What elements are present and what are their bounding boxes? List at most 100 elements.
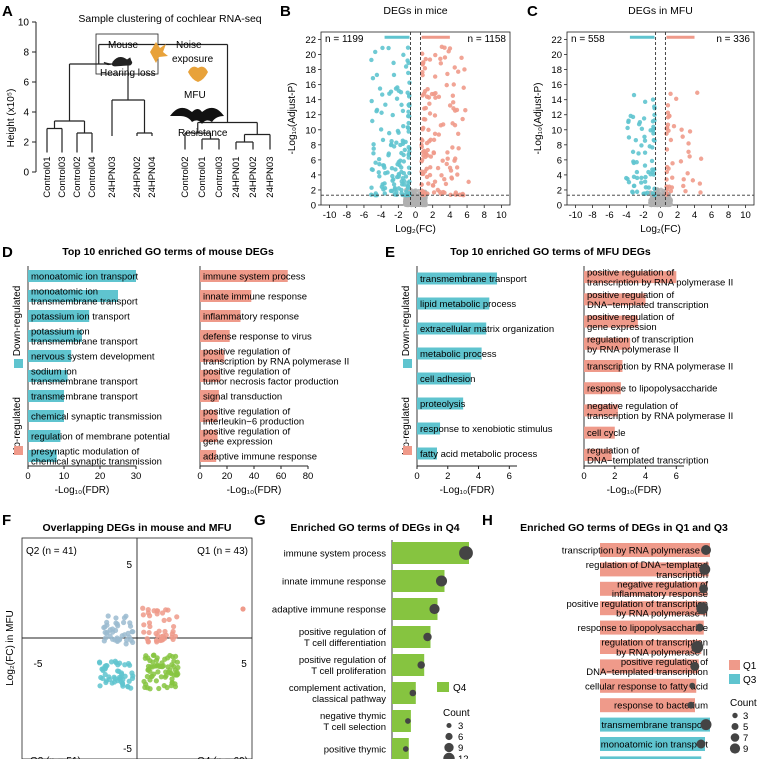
go-q4-label: negative thymic T cell selection	[320, 711, 386, 733]
panel-a-leaves: Control01 Control03 Control02 Control04 24HP…	[42, 157, 276, 198]
point-q3	[129, 670, 135, 676]
go-down-bar	[28, 370, 68, 382]
point-q4	[153, 678, 159, 684]
point-down	[652, 112, 657, 118]
go-down-bar	[417, 397, 464, 410]
dendrogram-leaf-label: Control02	[180, 157, 191, 198]
resistance-bat-icon	[170, 107, 224, 124]
point-down	[406, 129, 411, 134]
point-down	[391, 72, 397, 78]
volcano-xtick-label: -6	[360, 210, 368, 221]
panel-a-title: Sample clustering of cochlear RNA-seq	[78, 13, 261, 25]
go-down-bar-label: potassium ion transmembrane transport	[31, 327, 138, 348]
volcano-n-down: n = 1199	[325, 34, 364, 45]
volcano-ytick-label: 12	[305, 110, 316, 121]
overlap-tick-xneg: -5	[34, 659, 43, 670]
go-q4-count-dot	[402, 746, 409, 752]
point-q4	[149, 673, 155, 679]
point-q4	[161, 683, 167, 689]
volcano-ytick-label: 22	[551, 35, 562, 46]
go-down-bar-label: response to xenobiotic stimulus	[420, 424, 553, 435]
point-up	[433, 95, 438, 100]
point-up	[425, 86, 430, 92]
go-q1q3-legend-q3: Q3	[743, 675, 757, 686]
point-up	[668, 137, 674, 143]
panel-label-g: G	[254, 512, 266, 529]
point-down	[406, 70, 411, 76]
panel-label-c: C	[527, 3, 538, 20]
point-down	[646, 169, 651, 175]
go-down-bar	[417, 447, 437, 460]
go-q4-bar	[392, 542, 469, 564]
point-q4	[162, 674, 168, 680]
point-down	[391, 60, 396, 66]
go-q1q3-count-dot	[700, 719, 712, 731]
point-down	[651, 124, 656, 130]
point-q2	[104, 619, 110, 625]
point-up	[420, 60, 426, 66]
point-q4	[156, 685, 162, 692]
point-down	[643, 174, 648, 180]
point-q3	[108, 659, 115, 665]
panel-a-yticks: 0 2 4 6 8 10	[18, 18, 36, 179]
volcano-points	[369, 35, 471, 208]
go-down-xlabel: -Log₁₀(FDR)	[55, 485, 110, 496]
go-up-xlabel: -Log₁₀(FDR)	[227, 485, 282, 496]
point-ns	[413, 201, 419, 206]
point-down	[626, 179, 632, 185]
point-down	[642, 138, 648, 143]
point-down	[380, 45, 385, 51]
go-up-tick-label: 0	[581, 471, 586, 482]
point-down	[369, 57, 374, 63]
go-down-bar-label: presynaptic modulation of chemical synapt…	[31, 447, 162, 468]
point-up	[665, 103, 671, 108]
point-up	[456, 69, 461, 74]
point-q4	[147, 686, 153, 692]
volcano-ytick-label: 16	[305, 80, 316, 91]
volcano-xtick-label: 10	[496, 210, 507, 221]
volcano-xtick-label: -4	[622, 210, 630, 221]
point-down	[393, 167, 398, 172]
go-q4-bar	[392, 654, 425, 676]
volcano-ytick-label: 6	[311, 155, 316, 166]
go-up-tick-label: 80	[303, 471, 314, 482]
go-up-bar	[584, 426, 615, 439]
go-down-bar	[28, 450, 57, 462]
point-down	[390, 178, 395, 183]
dendrogram-branch	[111, 100, 153, 136]
point-up	[426, 181, 431, 186]
point-down	[636, 151, 641, 156]
overlap-q3: Q3 (n = 51)	[30, 756, 81, 759]
go-up-bar	[200, 290, 252, 302]
point-q3	[99, 675, 106, 682]
point-down	[624, 175, 629, 181]
point-q2	[105, 613, 111, 619]
volcano-xtick-label: 6	[464, 210, 469, 221]
point-q3	[128, 685, 134, 691]
go-q1q3-bar	[600, 581, 708, 596]
panel-a-legend-resistance: Resistance	[178, 128, 228, 139]
go-up-bar-label: positive regulation of DNA−templated tran…	[587, 290, 709, 311]
volcano-ytick-label: 2	[311, 185, 316, 196]
point-up	[450, 121, 455, 126]
point-down	[649, 158, 655, 164]
go-q4-count-dot	[435, 575, 448, 587]
go-up-bar-label: inflammatory response	[203, 312, 299, 323]
point-down	[382, 185, 388, 191]
point-up	[685, 171, 690, 176]
point-q3	[118, 670, 125, 676]
point-up	[428, 165, 433, 170]
point-up	[430, 183, 436, 188]
point-down	[369, 185, 374, 190]
point-down	[405, 183, 411, 189]
go-q1q3-count-legend-label: 5	[743, 722, 748, 733]
point-up	[439, 173, 444, 178]
go-q4-label: adaptive immune response	[272, 605, 386, 616]
point-up	[435, 187, 441, 193]
mfu-bat-icon	[188, 66, 208, 82]
go-up-bar-label: defense response to virus	[203, 332, 312, 343]
go-q1q3-label: regulation of DNA−templated transcription	[586, 560, 708, 581]
dendrogram-leaf-label: 24HPN03	[107, 157, 118, 198]
point-q2	[109, 636, 116, 642]
go-q1q3-bar	[600, 543, 710, 557]
